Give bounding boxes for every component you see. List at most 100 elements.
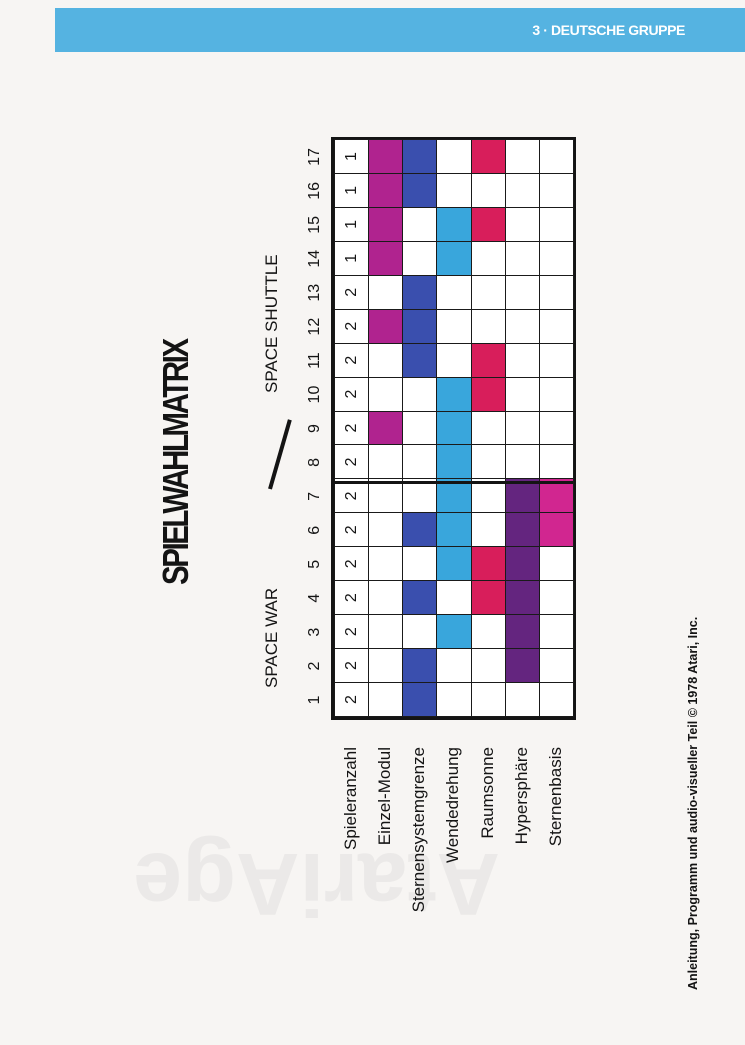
column-number: 11 — [306, 352, 323, 369]
empty-cell — [470, 648, 506, 684]
active-option-cell — [402, 274, 438, 310]
empty-cell — [402, 410, 438, 446]
active-option-cell — [470, 342, 506, 378]
active-option-cell — [436, 240, 472, 276]
empty-cell — [470, 512, 506, 548]
empty-cell — [368, 444, 404, 480]
active-option-cell — [504, 546, 540, 582]
player-count-cell: 1 — [334, 240, 370, 276]
empty-cell — [470, 444, 506, 480]
active-option-cell — [402, 308, 438, 344]
active-option-cell — [504, 512, 540, 548]
empty-cell — [436, 308, 472, 344]
column-number: 14 — [306, 249, 323, 268]
row-label: Sternenbasis — [545, 747, 565, 847]
active-option-cell — [504, 648, 540, 684]
empty-cell — [504, 139, 540, 174]
active-option-cell — [436, 546, 472, 582]
empty-cell — [368, 614, 404, 650]
empty-cell — [470, 410, 506, 446]
empty-cell — [538, 648, 574, 684]
page-title: SPIELWAHLMATRIX — [155, 340, 196, 585]
empty-cell — [538, 308, 574, 344]
section-header-bar: 3 · DEUTSCHE GRUPPE — [55, 8, 745, 52]
active-option-cell — [402, 172, 438, 208]
row-label: Raumsonne — [477, 747, 497, 839]
player-count-cell: 2 — [334, 376, 370, 412]
empty-cell — [504, 444, 540, 480]
column-number: 15 — [306, 215, 323, 234]
empty-cell — [436, 139, 472, 174]
active-option-cell — [368, 139, 404, 174]
empty-cell — [470, 682, 506, 717]
player-count-cell: 2 — [334, 546, 370, 582]
active-option-cell — [402, 139, 438, 174]
player-count-cell: 2 — [334, 444, 370, 480]
column-number: 7 — [306, 491, 323, 501]
empty-cell — [402, 444, 438, 480]
empty-cell — [504, 376, 540, 412]
column-number: 2 — [306, 661, 323, 671]
column-number: 17 — [306, 148, 323, 166]
column-number: 16 — [306, 182, 323, 200]
column-number: 3 — [306, 627, 323, 637]
row-label: Sternensystemgrenze — [409, 747, 429, 913]
empty-cell — [368, 342, 404, 378]
empty-cell — [504, 410, 540, 446]
space-shuttle-label: SPACE SHUTTLE — [262, 254, 281, 393]
active-option-cell — [436, 512, 472, 548]
empty-cell — [402, 206, 438, 242]
empty-cell — [504, 206, 540, 242]
empty-cell — [368, 376, 404, 412]
empty-cell — [504, 682, 540, 717]
empty-cell — [368, 682, 404, 717]
player-count-cell: 1 — [334, 172, 370, 208]
active-option-cell — [402, 648, 438, 684]
empty-cell — [504, 274, 540, 310]
active-option-cell — [368, 206, 404, 242]
player-count-cell: 2 — [334, 580, 370, 616]
active-option-cell — [368, 410, 404, 446]
player-count-cell: 2 — [334, 308, 370, 344]
column-number: 13 — [306, 283, 323, 302]
player-count-cell: 2 — [334, 410, 370, 446]
active-option-cell — [368, 172, 404, 208]
player-count-cell: 2 — [334, 682, 370, 717]
empty-cell — [470, 172, 506, 208]
empty-cell — [402, 546, 438, 582]
active-option-cell — [470, 206, 506, 242]
player-count-cell: 2 — [334, 614, 370, 650]
empty-cell — [538, 342, 574, 378]
active-option-cell — [402, 682, 438, 717]
column-number: 1 — [306, 695, 323, 705]
active-option-cell — [504, 614, 540, 650]
empty-cell — [470, 614, 506, 650]
empty-cell — [538, 206, 574, 242]
empty-cell — [538, 444, 574, 480]
empty-cell — [436, 682, 472, 717]
empty-cell — [538, 614, 574, 650]
empty-cell — [538, 580, 574, 616]
empty-cell — [436, 648, 472, 684]
empty-cell — [538, 139, 574, 174]
player-count-cell: 2 — [334, 342, 370, 378]
empty-cell — [538, 410, 574, 446]
empty-cell — [470, 308, 506, 344]
empty-cell — [436, 342, 472, 378]
empty-cell — [504, 172, 540, 208]
active-option-cell — [368, 308, 404, 344]
player-count-cell: 2 — [334, 648, 370, 684]
empty-cell — [402, 376, 438, 412]
copyright-footer: Anleitung, Programm und audio-visueller … — [686, 616, 700, 990]
active-option-cell — [402, 580, 438, 616]
empty-cell — [504, 342, 540, 378]
active-option-cell — [436, 614, 472, 650]
empty-cell — [402, 240, 438, 276]
column-number: 6 — [306, 525, 323, 535]
player-count-cell: 1 — [334, 139, 370, 174]
active-option-cell — [436, 410, 472, 446]
empty-cell — [368, 512, 404, 548]
player-count-cell: 2 — [334, 274, 370, 310]
empty-cell — [538, 682, 574, 717]
